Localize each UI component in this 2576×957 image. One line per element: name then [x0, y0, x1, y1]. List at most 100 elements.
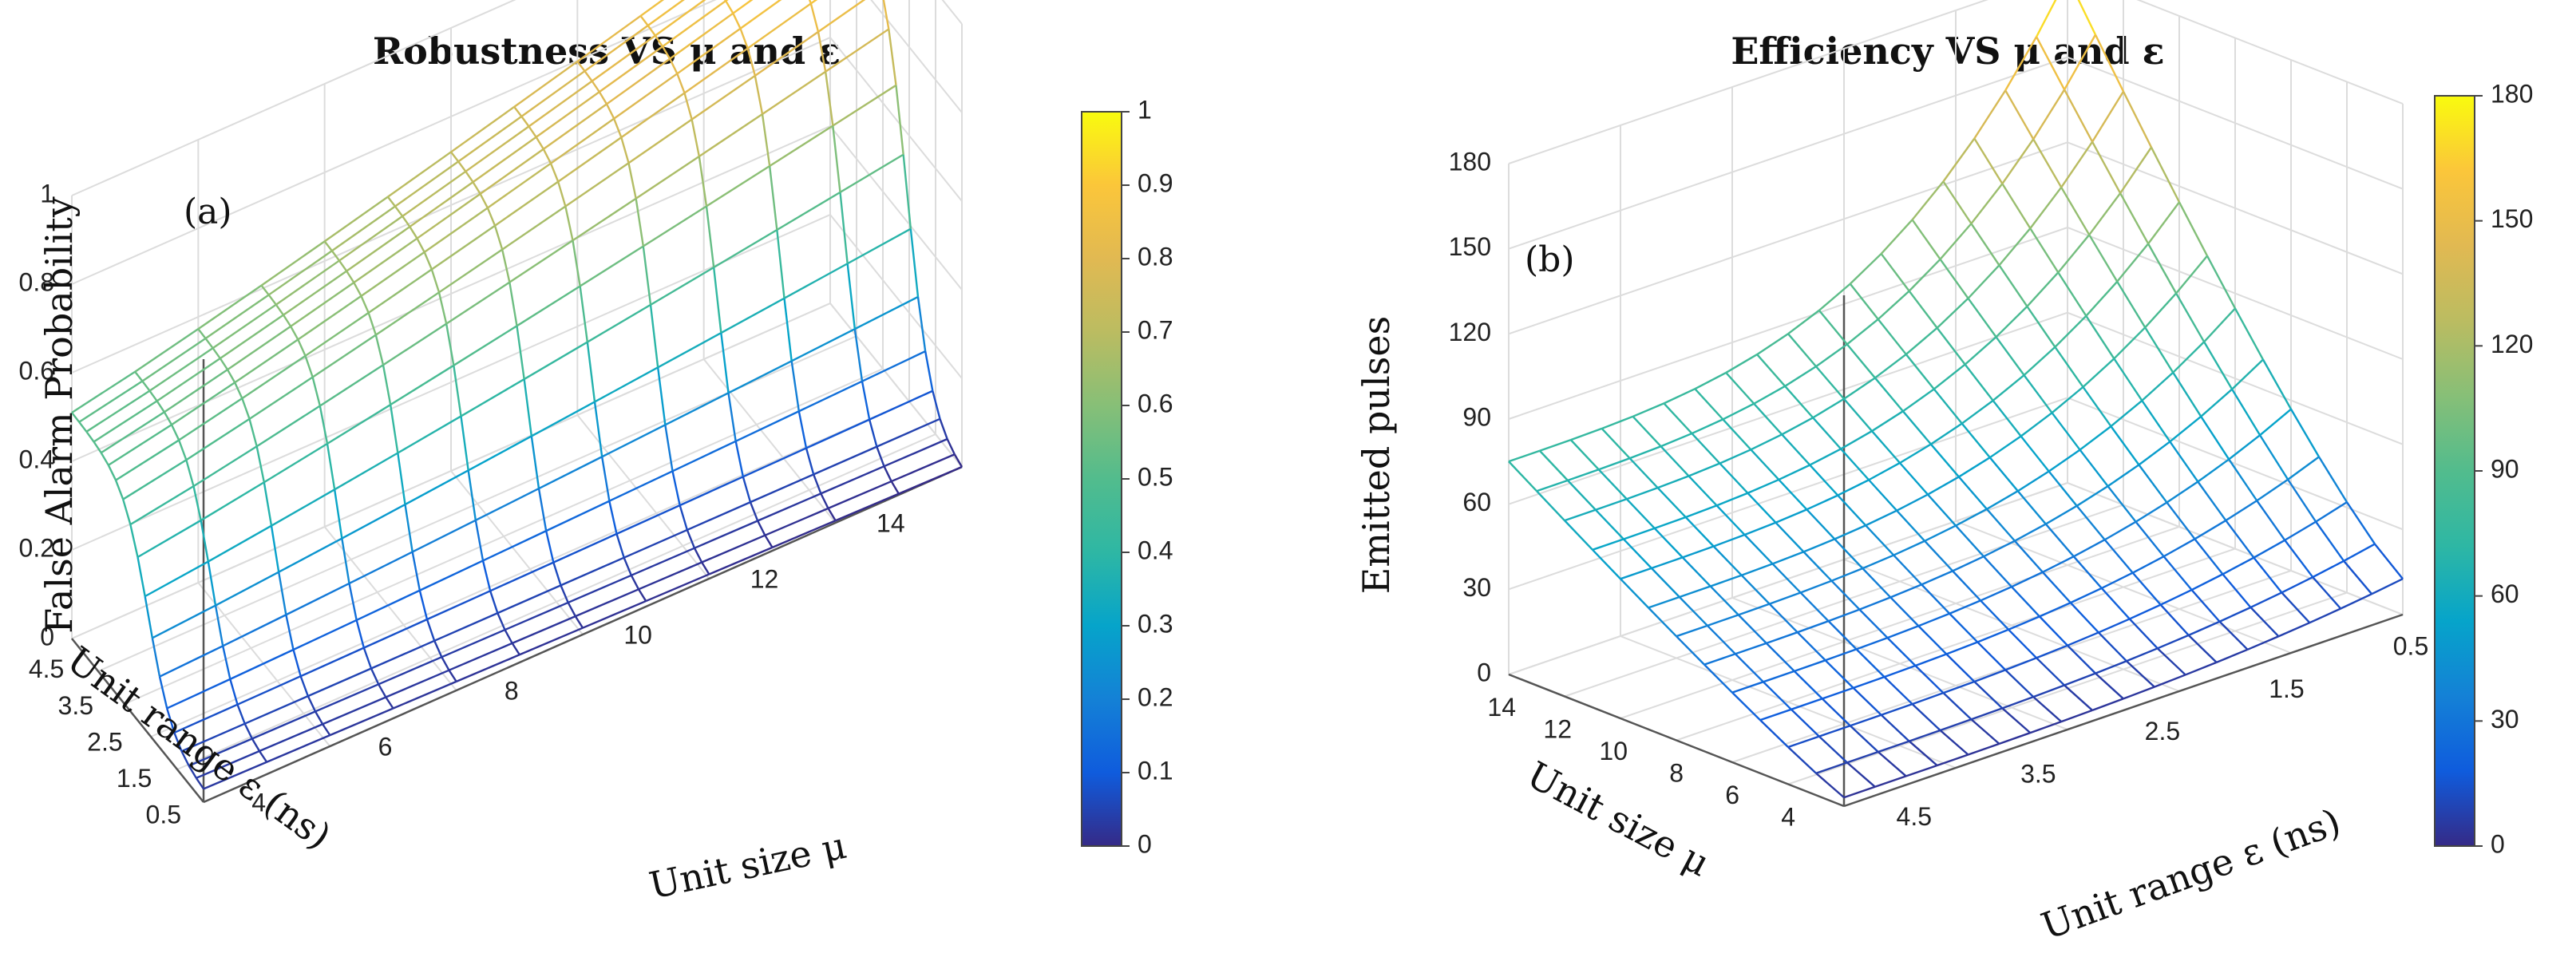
- mesh-segment: [1710, 574, 1743, 587]
- mesh-segment: [1952, 570, 1981, 602]
- mesh-segment: [693, 548, 703, 564]
- mesh-segment: [1964, 336, 1997, 366]
- mesh-segment: [1821, 698, 1851, 727]
- mesh-segment: [2259, 408, 2292, 437]
- mesh-segment: [382, 365, 392, 405]
- mesh-segment: [2067, 631, 2099, 647]
- mesh-segment: [662, 0, 726, 48]
- mesh-segment: [333, 489, 343, 539]
- mesh-segment: [698, 113, 763, 157]
- mesh-segment: [1632, 415, 1662, 448]
- y-tick-label: 1.5: [2269, 674, 2304, 703]
- mesh-segment: [1958, 457, 1991, 478]
- mesh-segment: [290, 282, 355, 327]
- mesh-segment: [367, 312, 377, 336]
- mesh-segment: [1961, 422, 1991, 458]
- mesh-segment: [2309, 607, 2341, 624]
- mesh-segment: [545, 500, 610, 532]
- mesh-segment: [2261, 358, 2293, 410]
- mesh-segment: [657, 332, 722, 369]
- mesh-segment: [701, 534, 766, 564]
- mesh-segment: [1715, 504, 1746, 536]
- mesh-segment: [2126, 647, 2159, 662]
- mesh-segment: [122, 499, 132, 525]
- y-tick-label: 4.5: [1897, 802, 1932, 831]
- mesh-segment: [2132, 556, 2165, 574]
- mesh-segment: [1778, 464, 1810, 481]
- xlabel-a: Unit size μ: [646, 824, 850, 908]
- panel-b: Efficiency VS μ and ε 030609012015018046…: [1355, 0, 2533, 948]
- mesh-segment: [2317, 456, 2348, 503]
- mesh-segment: [2128, 618, 2159, 650]
- mesh-segment: [290, 326, 299, 340]
- mesh-segment: [1781, 433, 1811, 466]
- mesh-segment: [200, 520, 210, 562]
- mesh-segment: [1536, 479, 1569, 492]
- mesh-segment: [227, 325, 291, 371]
- mesh-segment: [460, 378, 525, 417]
- mesh-segment: [2172, 372, 2202, 417]
- mesh-segment: [283, 270, 347, 316]
- mesh-segment: [2135, 520, 2165, 557]
- mesh-segment: [2203, 307, 2236, 343]
- mesh-segment: [1850, 714, 1882, 727]
- mesh-segment: [1877, 290, 1910, 320]
- mesh-segment: [2147, 243, 2178, 295]
- mesh-segment: [200, 481, 265, 521]
- mesh-segment: [2197, 458, 2230, 483]
- mesh-segment: [311, 377, 321, 406]
- mesh-segment: [1763, 670, 1795, 683]
- mesh-segment: [902, 154, 912, 229]
- mesh-segment: [824, 71, 834, 126]
- mesh-segment: [360, 251, 425, 297]
- axis-line: [1843, 613, 2404, 808]
- mesh-segment: [1852, 687, 1882, 716]
- mesh-segment: [1744, 521, 1776, 536]
- mesh-segment: [671, 440, 737, 473]
- mesh-segment: [197, 284, 263, 330]
- mesh-segment: [1856, 636, 1888, 651]
- mesh-segment: [2104, 520, 2137, 541]
- mesh-segment: [882, 0, 890, 30]
- mesh-segment: [2032, 684, 2065, 698]
- mesh-segment: [2039, 615, 2068, 647]
- mesh-segment: [370, 639, 435, 670]
- mesh-segment: [727, 360, 793, 394]
- mesh-segment: [207, 561, 217, 606]
- surface-mesh-b: [1508, 0, 2404, 799]
- mesh-segment: [285, 582, 350, 616]
- mesh-segment: [353, 282, 362, 297]
- mesh-segment: [764, 535, 774, 548]
- mesh-segment: [152, 604, 216, 639]
- mesh-segment: [423, 207, 489, 253]
- mesh-segment: [263, 442, 328, 484]
- mesh-segment: [326, 443, 336, 490]
- mesh-segment: [2008, 615, 2040, 631]
- mesh-segment: [1911, 180, 1945, 221]
- mesh-segment: [1747, 492, 1777, 524]
- mesh-segment: [2032, 696, 2063, 723]
- mesh-segment: [2014, 523, 2047, 542]
- mesh-segment: [1595, 508, 1624, 540]
- colorbar-a-tick-label: 0.4: [1138, 536, 1173, 564]
- mesh-segment: [107, 465, 117, 481]
- mesh-segment: [735, 410, 800, 442]
- mesh-segment: [594, 366, 659, 403]
- mesh-segment: [623, 528, 688, 559]
- mesh-segment: [725, 0, 734, 14]
- mesh-segment: [1657, 475, 1689, 489]
- mesh-segment: [549, 163, 560, 183]
- mesh-segment: [1865, 524, 1895, 556]
- mesh-segment: [1828, 608, 1860, 623]
- mesh-segment: [1806, 508, 1836, 540]
- mesh-segment: [791, 328, 856, 362]
- mesh-segment: [523, 378, 533, 437]
- mesh-segment: [2011, 571, 2044, 588]
- mesh-segment: [468, 435, 532, 472]
- mesh-segment: [453, 365, 462, 417]
- mesh-segment: [2094, 34, 2125, 93]
- mesh-segment: [2190, 589, 2221, 623]
- mesh-segment: [236, 704, 246, 725]
- mesh-segment: [511, 643, 520, 655]
- mesh-segment: [783, 298, 793, 362]
